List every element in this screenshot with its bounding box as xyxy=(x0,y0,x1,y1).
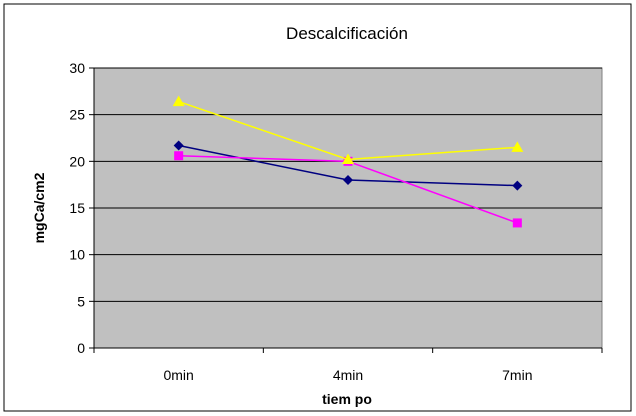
data-point xyxy=(342,153,354,164)
data-point xyxy=(511,141,524,152)
x-tick-label: 7min xyxy=(502,367,532,383)
data-point xyxy=(343,175,353,185)
x-tick-label: 4min xyxy=(333,367,363,383)
series-group xyxy=(172,95,524,228)
y-tick-label: 25 xyxy=(69,107,85,123)
x-tick-label: 0min xyxy=(163,367,193,383)
x-tick-labels: 0min 4min 7min xyxy=(163,367,532,383)
data-point xyxy=(173,140,184,151)
x-axis-label: tiem po xyxy=(322,391,372,407)
y-axis-label: mgCa/cm2 xyxy=(31,172,47,243)
y-tick-labels: 0 5 10 15 20 25 30 xyxy=(69,60,85,356)
y-tick-label: 15 xyxy=(69,200,85,216)
chart-title: Descalcificación xyxy=(286,24,408,43)
data-point xyxy=(512,180,523,191)
y-tick-label: 5 xyxy=(77,293,85,309)
data-point xyxy=(172,95,185,107)
data-point xyxy=(512,218,522,228)
y-tick-label: 20 xyxy=(69,153,85,169)
y-tick-label: 0 xyxy=(77,340,85,356)
series-3 xyxy=(172,95,524,164)
gridlines xyxy=(94,67,602,302)
data-point xyxy=(174,151,184,161)
y-tick-label: 30 xyxy=(69,60,85,76)
axes xyxy=(89,67,603,353)
y-tick-label: 10 xyxy=(69,247,85,263)
